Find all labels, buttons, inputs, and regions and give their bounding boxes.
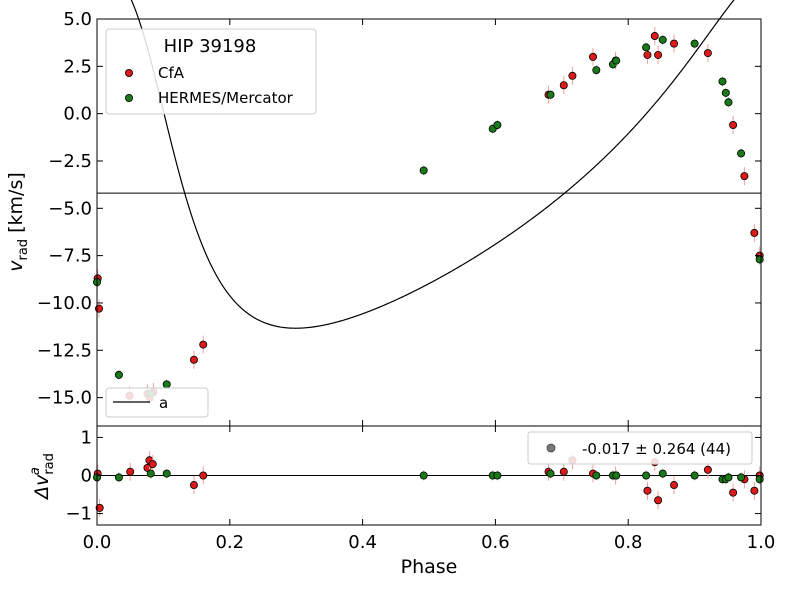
- model-layer: [97, 0, 761, 329]
- rv-point-cfa: [189, 355, 198, 364]
- x-tick-label: 1.0: [747, 532, 776, 553]
- residual-point-hermes: [737, 473, 746, 482]
- x-tick-label: 0.6: [481, 532, 510, 553]
- residual-point-cfa: [189, 481, 198, 490]
- rv-ytick-label: −2.5: [48, 151, 92, 172]
- residual-ytick-label: 1: [81, 427, 92, 448]
- rv-point-cfa: [750, 228, 759, 237]
- model-legend-label: a: [159, 394, 168, 412]
- residual-point-cfa: [750, 486, 759, 495]
- legend-label-cfa: CfA: [158, 64, 185, 82]
- rv-point-cfa: [559, 81, 568, 90]
- residual-point-cfa: [703, 465, 712, 474]
- residual-point-cfa: [729, 488, 738, 497]
- x-tick-label: 0.4: [348, 532, 377, 553]
- rv-point-hermes: [612, 56, 621, 65]
- residual-point-hermes: [146, 469, 155, 478]
- rv-point-hermes: [493, 121, 502, 130]
- rv-point-cfa: [654, 50, 663, 59]
- rv-point-cfa: [94, 304, 103, 313]
- rv-point-cfa: [643, 50, 652, 59]
- rv-ytick-label: −15.0: [37, 388, 92, 409]
- x-tick-label: 0.0: [83, 532, 112, 553]
- stats-legend-marker: [546, 443, 556, 453]
- rv-point-hermes: [737, 149, 746, 158]
- rv-ytick-label: 2.5: [63, 56, 92, 77]
- residual-point-hermes: [114, 473, 123, 482]
- model-legend: a: [105, 387, 209, 418]
- rv-point-hermes: [546, 90, 555, 99]
- orbit-model-curve: [130, 0, 735, 329]
- legend-title: HIP 39198: [164, 36, 257, 57]
- residual-panel: 1 0 −1 0.0 0.2 0.4 0.6 0.8 1.0 Δvrada Phase -0.…: [28, 425, 776, 578]
- rv-ytick-label: 0.0: [63, 104, 92, 125]
- stats-legend: -0.017 ± 0.264 (44): [527, 431, 753, 465]
- legend: HIP 39198 CfA HERMES/Mercator: [105, 28, 317, 115]
- rv-y-axis-label: vrad [km/s]: [5, 172, 31, 272]
- stats-legend-box: [527, 431, 753, 465]
- residual-point-hermes: [642, 471, 651, 480]
- rv-point-hermes: [690, 39, 699, 48]
- stats-legend-label: -0.017 ± 0.264 (44): [582, 440, 731, 458]
- legend-marker-hermes: [125, 94, 134, 103]
- rv-point-hermes: [642, 43, 651, 52]
- rv-point-cfa: [729, 121, 738, 130]
- rv-point-cfa: [589, 52, 598, 61]
- x-tick-label: 0.2: [215, 532, 244, 553]
- residual-y-ticks: 1 0 −1: [65, 427, 761, 525]
- legend-marker-cfa: [125, 69, 134, 78]
- rv-point-cfa: [568, 71, 577, 80]
- rv-point-hermes: [721, 88, 730, 97]
- rv-ytick-label: −5.0: [48, 198, 92, 219]
- x-tick-label: 0.8: [614, 532, 643, 553]
- rv-ytick-label: 5.0: [63, 9, 92, 30]
- rv-point-hermes: [419, 166, 428, 175]
- residual-point-cfa: [559, 467, 568, 476]
- residual-point-hermes: [658, 469, 667, 478]
- residual-point-hermes: [690, 471, 699, 480]
- rv-point-hermes: [724, 98, 733, 107]
- rv-panel: 5.0 2.5 0.0 −2.5 −5.0 −7.5 −10.0 −12.5 −15.0 vra…: [5, 0, 764, 427]
- rv-ytick-label: −7.5: [48, 246, 92, 267]
- residual-point-hermes: [493, 471, 502, 480]
- rv-ytick-label: −10.0: [37, 293, 92, 314]
- residual-point-cfa: [199, 471, 208, 480]
- legend-box: [105, 28, 317, 115]
- rv-y-ticks: 5.0 2.5 0.0 −2.5 −5.0 −7.5 −10.0 −12.5 −15.0: [37, 9, 761, 409]
- residual-point-hermes: [162, 469, 171, 478]
- residual-point-hermes: [546, 469, 555, 478]
- residual-point-cfa: [670, 481, 679, 490]
- rv-point-cfa: [703, 49, 712, 58]
- residual-point-cfa: [643, 486, 652, 495]
- residual-y-axis-label: Δvrada: [28, 453, 57, 501]
- rv-point-hermes: [592, 66, 601, 75]
- residual-point-hermes: [724, 473, 733, 482]
- residual-point-cfa: [95, 503, 104, 512]
- rv-point-hermes: [718, 77, 727, 86]
- residual-point-hermes: [592, 471, 601, 480]
- residual-ytick-label: −1: [65, 504, 92, 525]
- x-axis-label: Phase: [401, 556, 458, 578]
- rv-point-hermes: [755, 255, 764, 264]
- model-legend-box: [105, 387, 209, 418]
- rv-point-cfa: [740, 172, 749, 181]
- rv-point-cfa: [650, 32, 659, 41]
- rv-point-hermes: [658, 35, 667, 44]
- residual-point-hermes: [612, 471, 621, 480]
- rv-point-hermes: [114, 370, 123, 379]
- residual-point-cfa: [654, 496, 663, 505]
- rv-point-cfa: [199, 340, 208, 349]
- residual-point-hermes: [755, 475, 764, 484]
- residual-point-cfa: [148, 460, 157, 469]
- rv-ytick-label: −12.5: [37, 340, 92, 361]
- rv-point-hermes: [162, 380, 171, 389]
- residual-point-hermes: [419, 471, 428, 480]
- legend-label-hermes: HERMES/Mercator: [158, 89, 294, 107]
- rv-point-cfa: [670, 39, 679, 48]
- residual-x-ticks: 0.0 0.2 0.4 0.6 0.8 1.0: [83, 426, 776, 553]
- residual-point-cfa: [126, 467, 135, 476]
- rv-x-ticks: [96, 19, 762, 426]
- residual-ytick-label: 0: [81, 466, 92, 487]
